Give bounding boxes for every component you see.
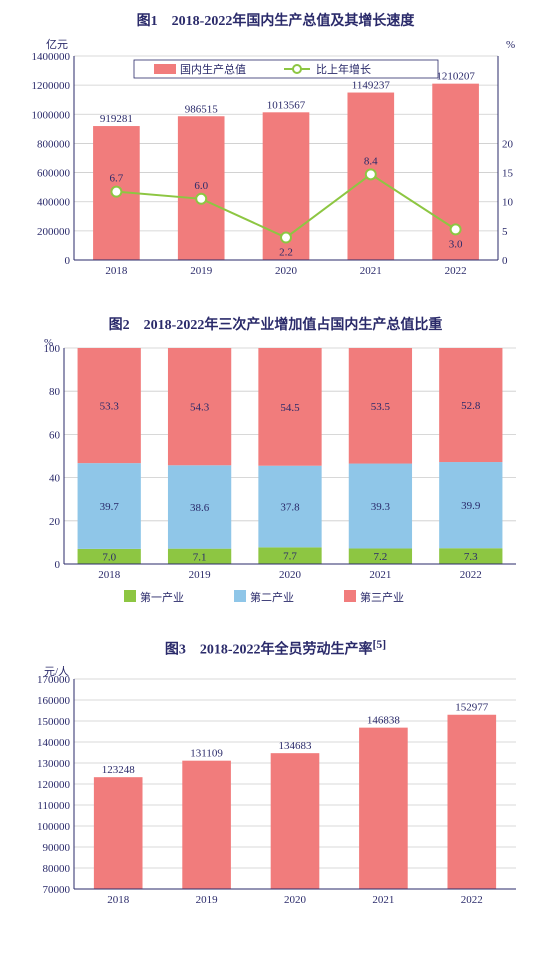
svg-text:52.8: 52.8 xyxy=(461,400,481,412)
svg-text:37.8: 37.8 xyxy=(280,502,300,514)
chart1-block: 图1 2018-2022年国内生产总值及其增长速度 0 0 200000 5 40000… xyxy=(10,10,541,284)
svg-text:53.3: 53.3 xyxy=(99,401,119,413)
svg-text:0: 0 xyxy=(54,559,60,571)
svg-text:%: % xyxy=(506,39,515,51)
svg-text:亿元: 亿元 xyxy=(46,38,68,51)
chart1-svg: 0 0 200000 5 400000 10 600000 15 800000 20 1000000… xyxy=(16,34,536,284)
svg-text:1000000: 1000000 xyxy=(31,109,70,121)
svg-text:7.3: 7.3 xyxy=(463,551,477,563)
svg-text:2018: 2018 xyxy=(107,894,130,906)
svg-text:70000: 70000 xyxy=(42,884,70,896)
chart3-title-text: 图3 2018-2022年全员劳动生产率 xyxy=(165,643,373,658)
svg-text:0: 0 xyxy=(502,255,508,267)
svg-text:7.0: 7.0 xyxy=(102,551,116,563)
svg-text:2018: 2018 xyxy=(105,265,128,277)
svg-text:2022: 2022 xyxy=(459,569,481,581)
svg-text:53.5: 53.5 xyxy=(370,401,390,413)
svg-text:2021: 2021 xyxy=(372,894,394,906)
svg-text:152977: 152977 xyxy=(455,701,489,713)
svg-text:7.2: 7.2 xyxy=(373,551,387,563)
svg-text:123248: 123248 xyxy=(101,764,135,776)
chart3-svg: 70000 80000 90000 100000 110000 120000 130000 1… xyxy=(16,663,536,913)
chart2-svg: 020406080100%7.039.753.320187.138.654.32… xyxy=(16,338,536,608)
chart2-block: 图2 2018-2022年三次产业增加值占国内生产总值比重 0204060801… xyxy=(10,314,541,608)
svg-text:134683: 134683 xyxy=(278,740,312,752)
svg-text:15: 15 xyxy=(502,168,514,180)
svg-text:200000: 200000 xyxy=(37,226,71,238)
svg-text:2019: 2019 xyxy=(190,265,213,277)
svg-text:%: % xyxy=(44,338,53,349)
svg-text:第一产业: 第一产业 xyxy=(140,590,184,604)
svg-text:国内生产总值: 国内生产总值 xyxy=(180,62,246,76)
chart3-title-suffix: [5] xyxy=(373,638,387,651)
svg-text:7.1: 7.1 xyxy=(192,551,206,563)
svg-text:40: 40 xyxy=(49,473,61,485)
svg-text:919281: 919281 xyxy=(99,113,132,125)
svg-text:130000: 130000 xyxy=(37,758,71,770)
svg-text:6.7: 6.7 xyxy=(109,173,123,185)
svg-text:0: 0 xyxy=(64,255,70,267)
svg-text:2018: 2018 xyxy=(98,569,121,581)
svg-text:39.9: 39.9 xyxy=(461,500,481,512)
chart1-title: 图1 2018-2022年国内生产总值及其增长速度 xyxy=(10,10,541,30)
svg-text:20: 20 xyxy=(49,516,61,528)
svg-text:2022: 2022 xyxy=(460,894,482,906)
svg-text:54.5: 54.5 xyxy=(280,402,300,414)
svg-text:54.3: 54.3 xyxy=(189,402,209,414)
svg-text:2020: 2020 xyxy=(279,569,302,581)
svg-text:2.2: 2.2 xyxy=(279,247,293,259)
svg-text:2020: 2020 xyxy=(275,265,298,277)
svg-text:2019: 2019 xyxy=(188,569,211,581)
svg-text:986515: 986515 xyxy=(184,103,218,115)
svg-text:80: 80 xyxy=(49,386,61,398)
svg-text:8.4: 8.4 xyxy=(363,155,377,167)
svg-text:2022: 2022 xyxy=(444,265,466,277)
chart3-title: 图3 2018-2022年全员劳动生产率[5] xyxy=(10,638,541,659)
svg-text:39.3: 39.3 xyxy=(370,501,390,513)
svg-text:第二产业: 第二产业 xyxy=(250,590,294,604)
chart3-block: 图3 2018-2022年全员劳动生产率[5] 70000 80000 90000 1… xyxy=(10,638,541,913)
svg-text:600000: 600000 xyxy=(37,168,71,180)
chart2-title: 图2 2018-2022年三次产业增加值占国内生产总值比重 xyxy=(10,314,541,334)
svg-text:38.6: 38.6 xyxy=(189,502,209,514)
svg-text:131109: 131109 xyxy=(190,747,223,759)
svg-text:元/人: 元/人 xyxy=(44,665,69,678)
svg-text:比上年增长: 比上年增长 xyxy=(316,62,371,76)
svg-text:1400000: 1400000 xyxy=(31,51,70,63)
svg-text:2020: 2020 xyxy=(284,894,307,906)
svg-text:120000: 120000 xyxy=(37,779,71,791)
svg-text:80000: 80000 xyxy=(42,863,70,875)
svg-text:1149237: 1149237 xyxy=(351,80,390,92)
svg-text:1013567: 1013567 xyxy=(266,99,305,111)
svg-text:800000: 800000 xyxy=(37,138,71,150)
svg-text:3.0: 3.0 xyxy=(448,238,462,250)
svg-text:2019: 2019 xyxy=(195,894,218,906)
svg-text:110000: 110000 xyxy=(37,800,70,812)
svg-text:140000: 140000 xyxy=(37,737,71,749)
svg-text:20: 20 xyxy=(502,138,514,150)
svg-text:第三产业: 第三产业 xyxy=(360,590,404,604)
svg-text:1210207: 1210207 xyxy=(436,71,475,83)
svg-text:400000: 400000 xyxy=(37,197,71,209)
svg-text:5: 5 xyxy=(502,226,508,238)
svg-text:146838: 146838 xyxy=(366,714,400,726)
svg-text:6.0: 6.0 xyxy=(194,180,208,192)
svg-text:90000: 90000 xyxy=(42,842,70,854)
svg-text:100000: 100000 xyxy=(37,821,71,833)
svg-text:2021: 2021 xyxy=(369,569,391,581)
svg-text:39.7: 39.7 xyxy=(99,501,119,513)
svg-text:1200000: 1200000 xyxy=(31,80,70,92)
svg-text:150000: 150000 xyxy=(37,716,71,728)
svg-text:7.7: 7.7 xyxy=(283,551,297,563)
svg-text:160000: 160000 xyxy=(37,695,71,707)
svg-text:60: 60 xyxy=(49,429,61,441)
svg-text:2021: 2021 xyxy=(359,265,381,277)
svg-text:10: 10 xyxy=(502,197,514,209)
